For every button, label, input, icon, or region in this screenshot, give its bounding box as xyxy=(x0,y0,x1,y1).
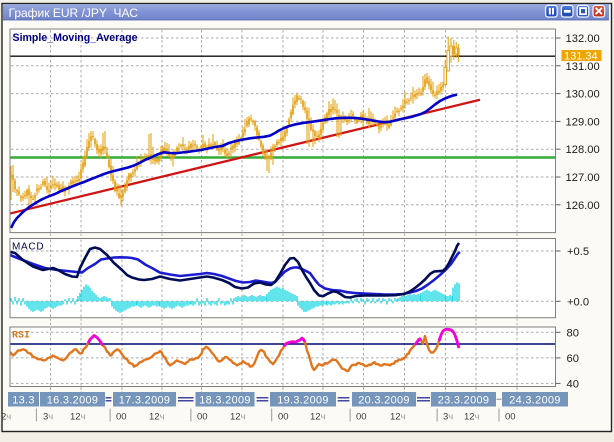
svg-text:128.00: 128.00 xyxy=(566,144,600,156)
svg-text:12ч: 12ч xyxy=(149,412,165,423)
svg-text:00: 00 xyxy=(197,412,208,423)
svg-text:00: 00 xyxy=(356,412,367,423)
svg-text:График EUR /JPY ЧАС: График EUR /JPY ЧАС xyxy=(9,6,139,20)
svg-text:129.00: 129.00 xyxy=(566,116,600,128)
svg-text:MACD: MACD xyxy=(12,242,44,253)
svg-text:12ч: 12ч xyxy=(230,412,246,423)
svg-text:12ч: 12ч xyxy=(310,412,326,423)
svg-text:20.3.2009: 20.3.2009 xyxy=(358,394,410,406)
svg-text:3ч: 3ч xyxy=(443,412,453,423)
svg-text:3ч: 3ч xyxy=(43,412,53,423)
svg-text:12ч: 12ч xyxy=(70,412,86,423)
svg-text:Simple_Moving_Average: Simple_Moving_Average xyxy=(13,32,138,44)
svg-text:RSI: RSI xyxy=(12,331,30,342)
svg-text:13.3: 13.3 xyxy=(12,394,35,406)
svg-text:17.3.2009: 17.3.2009 xyxy=(119,394,171,406)
svg-text:00: 00 xyxy=(505,412,516,423)
svg-text:12ч: 12ч xyxy=(390,412,406,423)
svg-text:130.00: 130.00 xyxy=(566,89,600,101)
svg-text:2ч: 2ч xyxy=(1,412,11,423)
svg-text:127.00: 127.00 xyxy=(566,172,600,184)
svg-text:18.3.2009: 18.3.2009 xyxy=(199,394,251,406)
svg-text:40: 40 xyxy=(567,378,579,390)
svg-text:19.3.2009: 19.3.2009 xyxy=(277,394,329,406)
svg-text:24.3.2009: 24.3.2009 xyxy=(509,394,561,406)
svg-text:132.00: 132.00 xyxy=(566,33,600,45)
svg-text:+0.5: +0.5 xyxy=(567,246,589,258)
svg-text:00: 00 xyxy=(116,412,127,423)
svg-text:+0.0: +0.0 xyxy=(567,296,589,308)
svg-text:16.3.2009: 16.3.2009 xyxy=(47,394,99,406)
svg-text:131.34: 131.34 xyxy=(564,51,598,63)
svg-text:23.3.2009: 23.3.2009 xyxy=(438,394,490,406)
svg-text:80: 80 xyxy=(567,327,579,339)
svg-text:12ч: 12ч xyxy=(464,412,480,423)
svg-text:131.00: 131.00 xyxy=(566,61,600,73)
svg-text:126.00: 126.00 xyxy=(566,200,600,212)
svg-text:00: 00 xyxy=(278,412,289,423)
svg-text:60: 60 xyxy=(567,353,579,365)
